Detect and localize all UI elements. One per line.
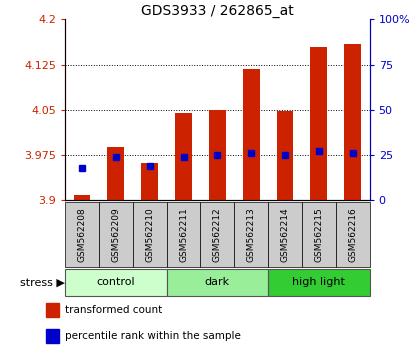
Bar [74,195,90,200]
Bar [209,110,226,200]
Bar [344,44,361,200]
Bar [65,269,167,296]
Text: percentile rank within the sample: percentile rank within the sample [65,331,241,341]
Bar [167,269,268,296]
Title: GDS3933 / 262865_at: GDS3933 / 262865_at [141,5,294,18]
Text: GSM562208: GSM562208 [78,207,87,262]
Bar [276,111,294,200]
Bar [302,202,336,267]
Bar [99,202,133,267]
Text: high light: high light [292,277,345,287]
Bar [234,202,268,267]
Bar [133,202,167,267]
Bar [65,202,99,267]
Bar [310,46,327,200]
Bar [46,303,59,317]
Text: GSM562212: GSM562212 [213,207,222,262]
Bar [175,113,192,200]
Bar [108,147,124,200]
Text: dark: dark [205,277,230,287]
Bar [243,69,260,200]
Text: GSM562215: GSM562215 [314,207,323,262]
Text: GSM562211: GSM562211 [179,207,188,262]
Text: control: control [97,277,135,287]
Bar [167,202,200,267]
Bar [336,202,370,267]
Text: GSM562209: GSM562209 [111,207,121,262]
Text: GSM562214: GSM562214 [281,207,289,262]
Text: GSM562213: GSM562213 [247,207,256,262]
Text: GSM562210: GSM562210 [145,207,154,262]
Text: GSM562216: GSM562216 [348,207,357,262]
Bar [268,202,302,267]
Bar [268,269,370,296]
Text: stress ▶: stress ▶ [20,277,65,287]
Text: transformed count: transformed count [65,305,163,315]
Bar [46,329,59,343]
Bar [141,163,158,200]
Bar [200,202,234,267]
